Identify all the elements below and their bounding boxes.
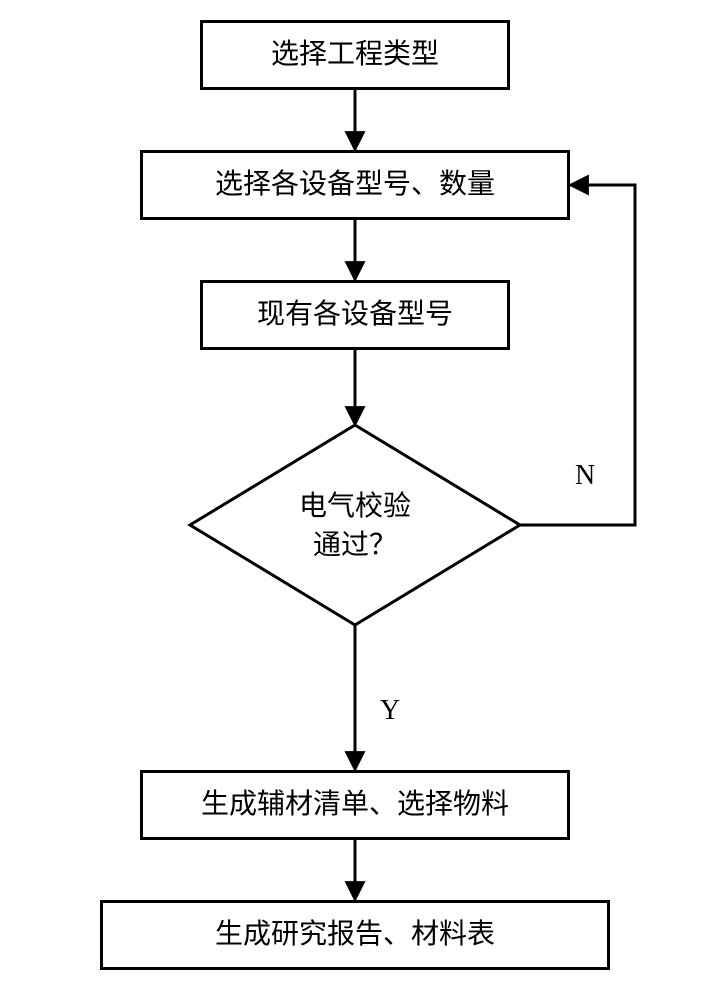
node-label: 选择工程类型 — [271, 35, 439, 74]
node-label: 生成辅材清单、选择物料 — [201, 785, 509, 824]
node-label: 选择各设备型号、数量 — [215, 165, 495, 204]
flowchart-node-existing-equipment: 现有各设备型号 — [200, 280, 510, 350]
flowchart-node-select-equipment: 选择各设备型号、数量 — [140, 150, 570, 220]
node-label: 电气校验通过？ — [299, 491, 411, 561]
node-label: 生成研究报告、材料表 — [215, 915, 495, 954]
node-label: 现有各设备型号 — [257, 295, 453, 334]
flowchart-node-generate-aux-list: 生成辅材清单、选择物料 — [140, 770, 570, 840]
flowchart-node-select-project-type: 选择工程类型 — [200, 20, 510, 90]
flowchart-node-electrical-check: 电气校验通过？ — [255, 487, 455, 565]
flowchart-node-generate-report: 生成研究报告、材料表 — [100, 900, 610, 970]
edge-label-yes: Y — [380, 695, 400, 727]
edge-label-no: N — [575, 460, 595, 492]
